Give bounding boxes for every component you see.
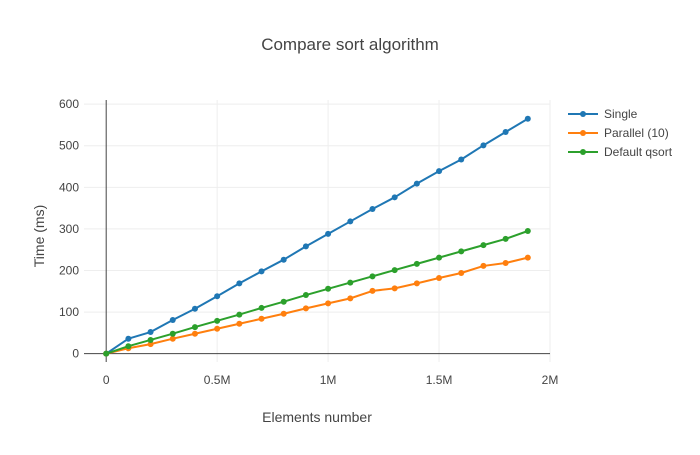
data-point[interactable] (214, 293, 221, 300)
data-point[interactable] (325, 285, 332, 292)
data-point[interactable] (214, 317, 221, 324)
data-point[interactable] (280, 298, 287, 305)
data-point[interactable] (125, 343, 132, 350)
y-tick-label: 0 (72, 347, 79, 361)
x-tick-label: 0 (103, 373, 110, 387)
data-point[interactable] (191, 305, 198, 312)
data-point[interactable] (347, 218, 354, 225)
data-point[interactable] (502, 129, 509, 136)
data-point[interactable] (391, 267, 398, 274)
axes (84, 100, 550, 362)
x-axis-label: Elements number (262, 409, 372, 425)
y-axis-label: Time (ms) (31, 205, 47, 267)
data-point[interactable] (391, 194, 398, 201)
data-point[interactable] (258, 304, 265, 311)
data-point[interactable] (347, 279, 354, 286)
data-point[interactable] (480, 242, 487, 249)
data-point[interactable] (236, 280, 243, 287)
data-point[interactable] (302, 243, 309, 250)
data-point[interactable] (413, 260, 420, 267)
data-point[interactable] (280, 310, 287, 317)
data-point[interactable] (369, 287, 376, 294)
y-tick-label: 300 (59, 222, 79, 236)
data-point[interactable] (147, 336, 154, 343)
legend-label: Single (604, 107, 638, 121)
y-tick-label: 200 (59, 264, 79, 278)
chart-title: Compare sort algorithm (261, 35, 439, 54)
data-point[interactable] (103, 350, 110, 357)
data-point[interactable] (502, 235, 509, 242)
legend[interactable]: Single Parallel (10) Default qsort (568, 107, 673, 159)
data-point[interactable] (236, 320, 243, 327)
series-lines (103, 115, 531, 357)
data-point[interactable] (413, 280, 420, 287)
data-point[interactable] (347, 295, 354, 302)
grid-lines (84, 100, 551, 362)
series-line (105, 230, 529, 355)
data-point[interactable] (147, 329, 154, 336)
data-point[interactable] (524, 254, 531, 261)
y-tick-label: 600 (59, 97, 79, 111)
tick-labels: 0 100 200 300 400 500 600 0 0.5M 1M 1.5M 2M (59, 97, 558, 387)
legend-label: Default qsort (604, 145, 673, 159)
legend-item[interactable]: Parallel (10) (568, 126, 669, 140)
data-point[interactable] (258, 268, 265, 275)
series-1[interactable] (103, 254, 531, 357)
data-point[interactable] (436, 254, 443, 261)
data-point[interactable] (236, 311, 243, 318)
data-point[interactable] (480, 262, 487, 269)
data-point[interactable] (280, 256, 287, 263)
y-tick-label: 100 (59, 305, 79, 319)
y-tick-label: 400 (59, 180, 79, 194)
data-point[interactable] (325, 230, 332, 237)
legend-item[interactable]: Single (568, 107, 638, 121)
data-point[interactable] (125, 335, 132, 342)
series-2[interactable] (103, 228, 531, 357)
data-point[interactable] (502, 260, 509, 267)
series-0[interactable] (103, 115, 531, 357)
data-point[interactable] (147, 341, 154, 348)
data-point[interactable] (325, 300, 332, 307)
data-point[interactable] (458, 248, 465, 255)
x-tick-label: 1M (320, 373, 337, 387)
legend-item[interactable]: Default qsort (568, 145, 673, 159)
y-tick-label: 500 (59, 139, 79, 153)
data-point[interactable] (458, 270, 465, 277)
data-point[interactable] (258, 315, 265, 322)
legend-swatch-marker (580, 111, 586, 117)
data-point[interactable] (413, 180, 420, 187)
data-point[interactable] (302, 292, 309, 299)
legend-swatch-marker (580, 149, 586, 155)
data-point[interactable] (524, 115, 531, 122)
data-point[interactable] (169, 316, 176, 323)
data-point[interactable] (391, 285, 398, 292)
series-line (105, 117, 529, 355)
data-point[interactable] (458, 156, 465, 163)
data-point[interactable] (302, 305, 309, 312)
legend-swatch-marker (580, 130, 586, 136)
data-point[interactable] (191, 330, 198, 337)
legend-label: Parallel (10) (604, 126, 669, 140)
data-point[interactable] (214, 325, 221, 332)
data-point[interactable] (524, 228, 531, 234)
x-tick-label: 2M (542, 373, 559, 387)
x-tick-label: 0.5M (204, 373, 231, 387)
x-tick-label: 1.5M (426, 373, 453, 387)
data-point[interactable] (369, 205, 376, 212)
data-point[interactable] (436, 274, 443, 281)
data-point[interactable] (436, 168, 443, 175)
data-point[interactable] (169, 330, 176, 337)
data-point[interactable] (480, 142, 487, 149)
data-point[interactable] (369, 273, 376, 280)
series-line (105, 256, 529, 355)
data-point[interactable] (169, 335, 176, 342)
data-point[interactable] (191, 324, 198, 331)
